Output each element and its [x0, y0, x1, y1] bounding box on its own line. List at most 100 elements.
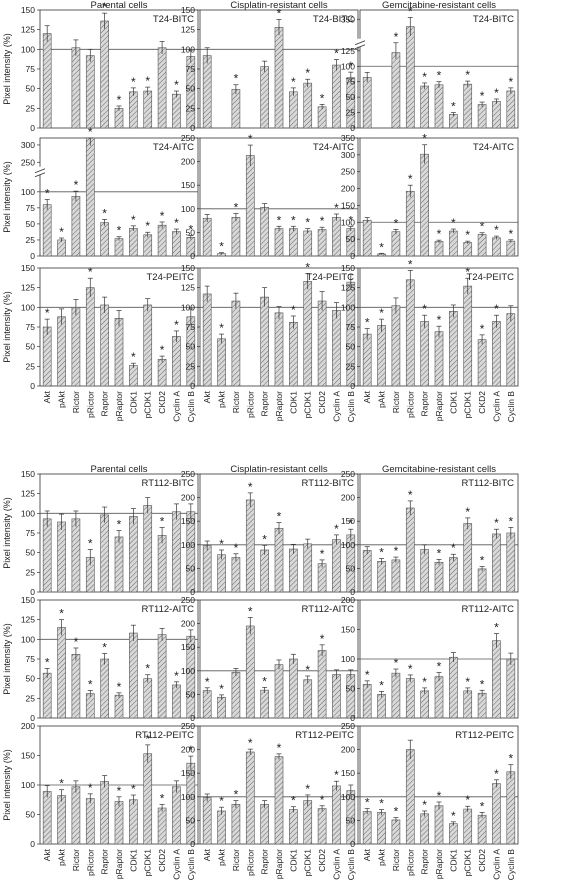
y-tick-label: 0: [30, 839, 35, 849]
bar: [100, 304, 109, 387]
category-label: Cyclin A: [171, 391, 181, 422]
bar: [434, 331, 444, 387]
bar: [317, 563, 327, 593]
panel-label: T24-AITC: [473, 142, 514, 153]
y-tick-label: 0: [350, 587, 355, 597]
y-tick-label: 250: [341, 469, 355, 479]
y-tick-label: 75: [346, 77, 356, 87]
axis-break-mark: [354, 44, 366, 50]
significance-marker: *: [305, 782, 310, 796]
y-tick-label: 100: [181, 44, 195, 54]
bar: [317, 650, 327, 719]
significance-marker: *: [480, 799, 485, 813]
significance-marker: *: [174, 78, 179, 92]
y-tick-label: 25: [26, 361, 36, 371]
bar: [71, 47, 81, 129]
category-label: pRaptor: [274, 391, 284, 421]
y-tick-label: 0: [190, 251, 195, 261]
significance-marker: *: [117, 224, 122, 238]
bar: [420, 321, 429, 387]
significance-marker: *: [320, 547, 325, 561]
category-label: pRictor: [405, 391, 415, 418]
y-tick-label: 250: [341, 721, 355, 731]
significance-marker: *: [480, 554, 485, 568]
panel-label: RT112-BITC: [142, 478, 195, 489]
chart-panel: 0 50 100 150 200 250 * * * * * * RT112-AITC: [181, 595, 359, 723]
significance-marker: *: [88, 537, 93, 551]
bar: [434, 241, 444, 257]
significance-marker: *: [291, 75, 296, 89]
bar: [100, 781, 109, 845]
bar: [114, 108, 124, 129]
y-tick-label: 150: [21, 751, 35, 761]
category-label: pCDK1: [143, 849, 153, 877]
panel-label: T24-AITC: [313, 142, 354, 153]
significance-marker: *: [348, 59, 353, 73]
significance-marker: *: [219, 537, 224, 551]
significance-marker: *: [219, 682, 224, 696]
category-label: Cyclin B: [346, 391, 356, 423]
bar: [463, 523, 473, 593]
category-label: Raptor: [100, 849, 110, 875]
significance-marker: *: [394, 216, 399, 230]
bar: [391, 305, 401, 387]
bar: [143, 505, 153, 593]
category-label: Raptor: [420, 391, 430, 417]
category-label: Raptor: [260, 849, 270, 875]
significance-marker: *: [437, 313, 442, 327]
bar: [231, 804, 241, 845]
y-tick-label: 150: [341, 768, 355, 778]
significance-marker: *: [379, 678, 384, 692]
significance-marker: *: [320, 793, 325, 807]
y-tick-label: 250: [181, 469, 195, 479]
bar: [289, 548, 298, 593]
bar: [289, 658, 298, 719]
significance-marker: *: [437, 227, 442, 241]
bar: [303, 679, 313, 719]
y-tick-label: 75: [186, 322, 196, 332]
bar: [274, 664, 284, 719]
bar: [362, 684, 372, 719]
bar: [289, 91, 298, 129]
panel-label: T24-BITC: [153, 14, 194, 25]
significance-marker: *: [465, 793, 470, 807]
bar: [332, 216, 341, 257]
y-tick-label: 0: [190, 713, 195, 723]
significance-marker: *: [320, 214, 325, 228]
bar: [362, 219, 372, 257]
bar: [202, 690, 212, 719]
bar: [434, 84, 444, 129]
bar: [42, 672, 52, 719]
category-label: Rictor: [391, 391, 401, 413]
significance-marker: *: [305, 663, 310, 677]
significance-marker: *: [131, 350, 136, 364]
bar: [129, 91, 138, 129]
significance-marker: *: [320, 632, 325, 646]
bar: [231, 300, 241, 387]
bar: [449, 230, 458, 257]
y-tick-label: 50: [346, 234, 356, 244]
y-tick-label: 150: [341, 200, 355, 210]
category-label: Akt: [42, 848, 52, 861]
y-tick-label: 25: [26, 693, 36, 703]
category-label: CDK1: [448, 391, 458, 414]
significance-marker: *: [394, 805, 399, 819]
significance-marker: *: [174, 669, 179, 683]
significance-marker: *: [248, 736, 253, 750]
y-tick-label: 300: [21, 140, 35, 150]
significance-marker: *: [248, 480, 253, 494]
significance-marker: *: [494, 621, 499, 635]
significance-marker: *: [234, 788, 239, 802]
bar: [57, 521, 66, 593]
y-tick-label: 50: [26, 84, 36, 94]
category-label: CKD2: [157, 849, 167, 872]
bar: [303, 800, 313, 845]
bar: [172, 684, 181, 719]
bar: [114, 318, 124, 387]
significance-marker: *: [394, 544, 399, 558]
y-tick-label: 150: [181, 642, 195, 652]
bar: [71, 786, 81, 845]
significance-marker: *: [145, 662, 150, 676]
